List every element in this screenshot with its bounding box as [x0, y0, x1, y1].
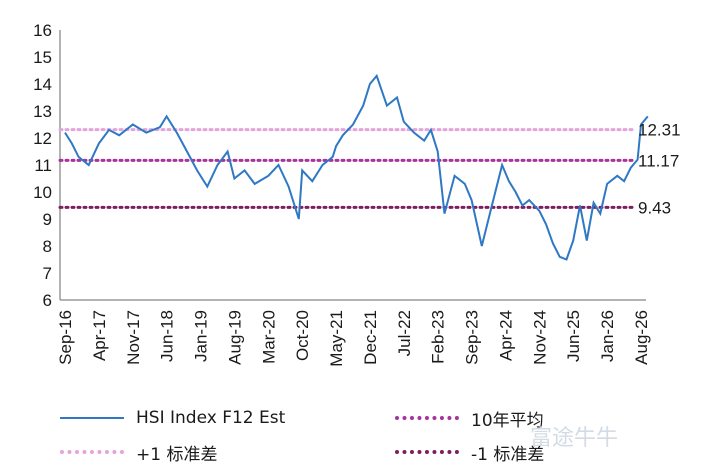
legend-swatch-hsi: [60, 417, 124, 419]
x-tick-label: Aug-19: [225, 310, 244, 365]
y-tick-label: 16: [33, 21, 52, 40]
x-tick-label: Jun-25: [564, 310, 583, 362]
x-tick-label: Nov-24: [530, 310, 549, 365]
y-tick-label: 7: [43, 264, 52, 283]
reference-value-label: 12.31: [638, 121, 681, 140]
x-tick-label: Jan-26: [598, 310, 617, 362]
legend-label-plus1: +1 标准差: [136, 444, 218, 465]
x-tick-labels: Sep-16 Apr-17 Nov-17 Jun-18 Jan-19 Aug-19 Mar-…: [56, 310, 651, 367]
y-tick-label: 9: [43, 210, 52, 229]
watermark-logo: 富途牛牛: [530, 426, 619, 451]
legend-swatch-mean: [395, 416, 459, 420]
reference-lines: [58, 128, 636, 209]
x-tick-label: Feb-23: [429, 310, 448, 364]
reference-value-label: 11.17: [638, 151, 679, 170]
legend: HSI Index F12 Est 10年平均 +1 标准差 -1 标准差: [0, 398, 702, 470]
y-tick-label: 15: [33, 48, 52, 67]
x-tick-label: Dec-21: [361, 310, 380, 365]
x-tick-label: Nov-17: [124, 310, 143, 365]
reference-value-labels: 12.31 11.17 9.43: [638, 121, 681, 218]
y-tick-label: 12: [33, 129, 52, 148]
series-hsi-line: [64, 73, 649, 261]
legend-item-plus1: +1 标准差: [60, 438, 217, 466]
x-tick-label: Aug-26: [632, 310, 651, 365]
x-tick-label: May-21: [327, 310, 346, 367]
y-tick-labels: 6 7 8 9 10 11 12 13 14 15 16: [33, 21, 52, 310]
y-tick-label: 10: [33, 183, 52, 202]
legend-label-minus1: -1 标准差: [471, 444, 545, 465]
x-tick-label: Mar-20: [259, 310, 278, 364]
chart-area: 6 7 8 9 10 11 12 13 14 15 16 Sep-16 Apr-17 Nov-17 Jun…: [33, 21, 681, 367]
x-tick-label: Apr-24: [496, 310, 515, 361]
y-tick-label: 6: [43, 291, 52, 310]
y-tick-label: 11: [34, 156, 52, 175]
x-tick-label: Sep-23: [463, 310, 482, 365]
y-tick-label: 13: [33, 102, 52, 121]
y-tick-label: 8: [43, 237, 52, 256]
legend-label-hsi: HSI Index F12 Est: [136, 408, 286, 428]
legend-item-hsi: HSI Index F12 Est: [60, 404, 285, 432]
x-tick-label: Jun-18: [158, 310, 177, 362]
x-tick-label: Oct-20: [293, 310, 312, 361]
x-tick-label: Jul-22: [395, 310, 414, 356]
legend-item-minus1: -1 标准差: [395, 438, 544, 466]
legend-item-mean: 10年平均: [395, 404, 544, 432]
reference-value-label: 9.43: [638, 198, 671, 217]
x-tick-label: Apr-17: [90, 310, 109, 361]
legend-label-mean: 10年平均: [471, 410, 544, 431]
x-tick-label: Jan-19: [192, 310, 211, 362]
legend-swatch-minus1: [395, 450, 459, 454]
y-tick-label: 14: [33, 75, 52, 94]
legend-swatch-plus1: [60, 450, 124, 454]
x-tick-label: Sep-16: [56, 310, 75, 365]
